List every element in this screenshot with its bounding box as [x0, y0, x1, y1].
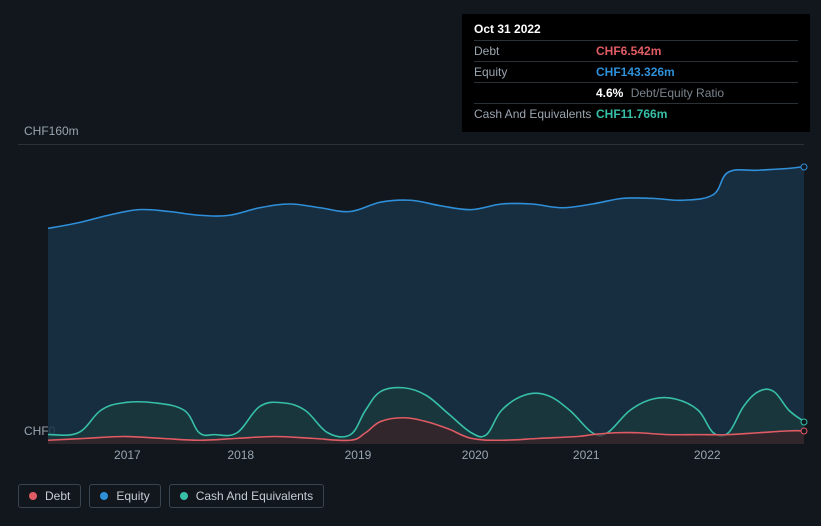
legend-label: Equity [116, 489, 149, 503]
tooltip-row-value: CHF6.542m [596, 44, 661, 58]
legend-label: Cash And Equivalents [196, 489, 313, 503]
x-axis: 2017 2018 2019 2020 2021 2022 [18, 448, 804, 468]
tooltip-row: EquityCHF143.326m [474, 61, 798, 82]
tooltip-row: 4.6% Debt/Equity Ratio [474, 82, 798, 103]
tooltip-row: Cash And EquivalentsCHF11.766m [474, 103, 798, 124]
legend-item[interactable]: Equity [89, 484, 160, 508]
series-end-marker [801, 427, 808, 434]
tooltip-row: DebtCHF6.542m [474, 40, 798, 61]
legend-dot-icon [180, 492, 188, 500]
tooltip-ratio-label: Debt/Equity Ratio [627, 86, 724, 100]
x-axis-tick: 2018 [227, 448, 254, 462]
legend-item[interactable]: Debt [18, 484, 81, 508]
tooltip-row-label: Cash And Equivalents [474, 107, 596, 121]
debt-equity-chart [18, 144, 804, 444]
tooltip-row-label: Debt [474, 44, 596, 58]
chart-tooltip: Oct 31 2022 DebtCHF6.542mEquityCHF143.32… [462, 14, 810, 132]
legend-dot-icon [29, 492, 37, 500]
x-axis-tick: 2022 [694, 448, 721, 462]
tooltip-row-label: Equity [474, 65, 596, 79]
tooltip-date: Oct 31 2022 [474, 22, 798, 40]
legend-label: Debt [45, 489, 70, 503]
legend-item[interactable]: Cash And Equivalents [169, 484, 324, 508]
y-axis-max-label: CHF160m [24, 124, 79, 138]
chart-legend: Debt Equity Cash And Equivalents [18, 484, 324, 508]
x-axis-tick: 2019 [345, 448, 372, 462]
series-end-marker [801, 418, 808, 425]
tooltip-row-value: CHF143.326m [596, 65, 675, 79]
tooltip-row-value: CHF11.766m [596, 107, 667, 121]
x-axis-tick: 2017 [114, 448, 141, 462]
tooltip-row-value: 4.6% Debt/Equity Ratio [596, 86, 724, 100]
x-axis-tick: 2020 [462, 448, 489, 462]
series-end-marker [801, 163, 808, 170]
x-axis-tick: 2021 [573, 448, 600, 462]
tooltip-row-label [474, 86, 596, 100]
legend-dot-icon [100, 492, 108, 500]
